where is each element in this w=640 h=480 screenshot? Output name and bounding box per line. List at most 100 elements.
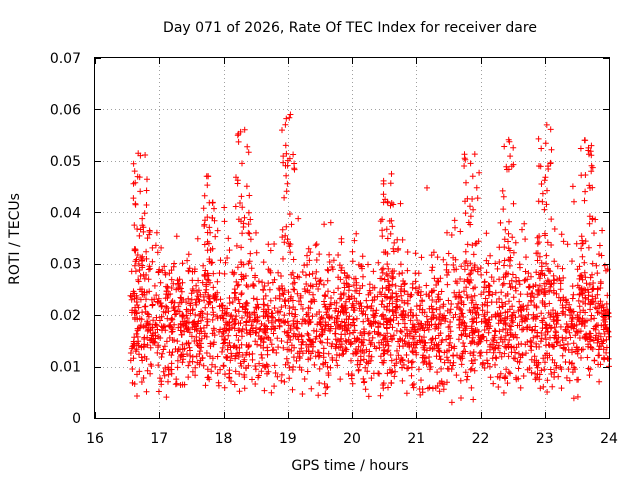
data-point (383, 324, 390, 331)
data-point (334, 362, 341, 369)
data-point (207, 343, 214, 350)
data-point (496, 349, 503, 356)
data-point (287, 111, 294, 118)
data-point (284, 162, 291, 169)
data-point (497, 219, 504, 226)
data-point (421, 339, 428, 346)
data-point (587, 306, 594, 313)
data-point (244, 300, 251, 307)
data-point (342, 337, 349, 344)
data-point (427, 363, 434, 370)
data-point (335, 285, 342, 292)
data-point (413, 303, 420, 310)
data-point (168, 267, 175, 274)
data-point (576, 316, 583, 323)
data-point (502, 226, 509, 233)
data-point (324, 266, 331, 273)
data-point (538, 286, 545, 293)
data-point (429, 297, 436, 303)
data-point (180, 312, 187, 319)
data-point (537, 385, 544, 392)
data-point (154, 326, 161, 333)
data-point (390, 248, 397, 255)
data-point (470, 349, 477, 355)
data-point (238, 290, 245, 297)
data-point (544, 377, 551, 384)
data-point (278, 318, 284, 325)
data-point (457, 228, 464, 235)
data-point (383, 226, 390, 233)
data-point (329, 266, 336, 273)
data-point (261, 363, 268, 370)
data-point (133, 309, 140, 316)
data-point (312, 275, 319, 282)
data-point (464, 241, 471, 248)
data-point (584, 354, 591, 361)
data-point (585, 341, 592, 348)
data-point (450, 262, 457, 268)
data-point (509, 234, 516, 241)
data-point (234, 132, 241, 139)
data-point (195, 318, 202, 325)
data-point (398, 292, 405, 299)
data-point (476, 336, 483, 343)
data-point (131, 307, 138, 314)
data-point (506, 280, 513, 287)
data-point (536, 275, 543, 282)
data-point (224, 320, 231, 327)
data-point (245, 209, 252, 216)
data-point (342, 322, 349, 329)
data-point (407, 317, 414, 324)
data-point (257, 342, 264, 349)
data-point (569, 349, 575, 356)
data-point (589, 293, 596, 300)
data-point (589, 286, 596, 293)
data-point (299, 305, 306, 312)
data-point (206, 258, 213, 265)
data-point (437, 320, 444, 327)
data-point (132, 348, 139, 355)
data-point (232, 203, 239, 210)
data-point (570, 340, 577, 347)
data-point (313, 241, 320, 248)
data-point (360, 318, 367, 325)
data-point (325, 350, 332, 357)
data-point (272, 318, 279, 325)
data-point (506, 306, 513, 313)
data-point (543, 260, 550, 267)
data-point (560, 341, 567, 348)
data-point (379, 312, 386, 319)
data-point (415, 366, 422, 373)
data-point (605, 313, 612, 320)
data-point (327, 364, 334, 371)
data-point (379, 233, 386, 240)
data-point (332, 330, 338, 337)
data-point (442, 315, 449, 322)
data-point (417, 302, 424, 309)
data-point (494, 265, 501, 272)
data-point (451, 343, 458, 350)
data-point (157, 279, 164, 286)
data-point (298, 320, 305, 327)
data-point (466, 332, 473, 339)
data-point (185, 295, 192, 302)
data-point (569, 369, 576, 376)
data-point (421, 334, 427, 341)
data-point (463, 333, 470, 340)
data-point (426, 384, 433, 391)
data-point (481, 327, 488, 333)
data-point (400, 343, 406, 350)
data-point (198, 317, 204, 324)
data-point (304, 330, 311, 337)
data-point (382, 249, 389, 256)
data-point (393, 290, 400, 297)
data-point (603, 349, 610, 356)
data-point (418, 377, 424, 384)
data-point (551, 324, 558, 331)
data-point (528, 343, 535, 350)
data-point (506, 218, 512, 225)
data-point (452, 224, 458, 231)
data-point (551, 316, 558, 323)
data-point (385, 278, 392, 285)
data-point (204, 276, 211, 283)
